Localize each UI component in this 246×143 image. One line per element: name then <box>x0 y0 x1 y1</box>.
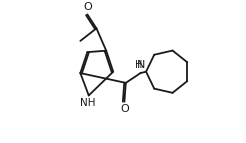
Text: N: N <box>137 60 145 70</box>
Text: O: O <box>120 104 129 114</box>
Text: O: O <box>83 2 92 12</box>
Text: NH: NH <box>80 98 95 108</box>
Text: H: H <box>135 60 142 70</box>
